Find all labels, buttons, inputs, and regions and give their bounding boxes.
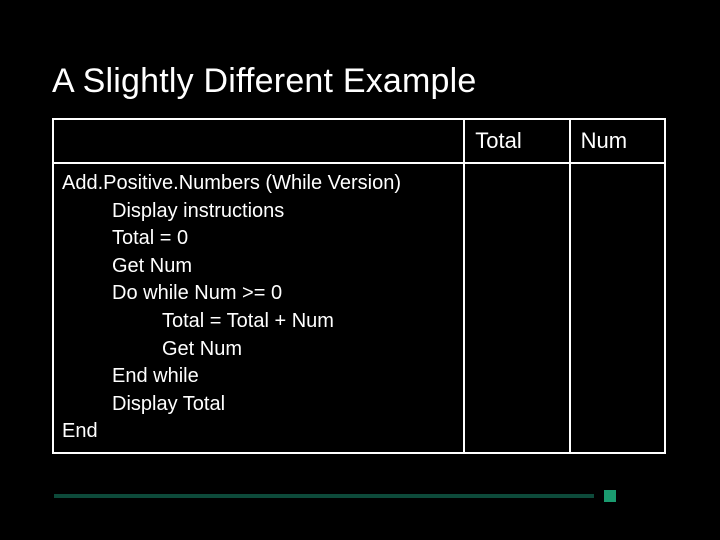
code-line: End	[62, 418, 455, 446]
column-total: Total	[465, 120, 570, 452]
header-empty	[54, 120, 463, 164]
accent-square-icon	[604, 490, 616, 502]
code-line: End while	[62, 363, 455, 391]
column-num: Num	[571, 120, 664, 452]
code-line: Add.Positive.Numbers (While Version)	[62, 170, 455, 198]
code-line: Display Total	[62, 391, 455, 419]
code-line: Total = 0	[62, 225, 455, 253]
accent-bar	[54, 494, 594, 498]
column-code: Add.Positive.Numbers (While Version) Dis…	[54, 120, 465, 452]
header-num: Num	[571, 120, 664, 164]
header-total: Total	[465, 120, 568, 164]
slide: A Slightly Different Example Add.Positiv…	[0, 0, 720, 540]
content-table: Add.Positive.Numbers (While Version) Dis…	[52, 118, 666, 454]
code-block: Add.Positive.Numbers (While Version) Dis…	[54, 164, 463, 452]
code-line: Total = Total + Num	[62, 308, 455, 336]
code-line: Get Num	[62, 253, 455, 281]
code-line: Do while Num >= 0	[62, 280, 455, 308]
cell-num-body	[571, 164, 664, 452]
cell-total-body	[465, 164, 568, 452]
slide-title: A Slightly Different Example	[52, 62, 477, 101]
code-line: Display instructions	[62, 198, 455, 226]
code-line: Get Num	[62, 336, 455, 364]
